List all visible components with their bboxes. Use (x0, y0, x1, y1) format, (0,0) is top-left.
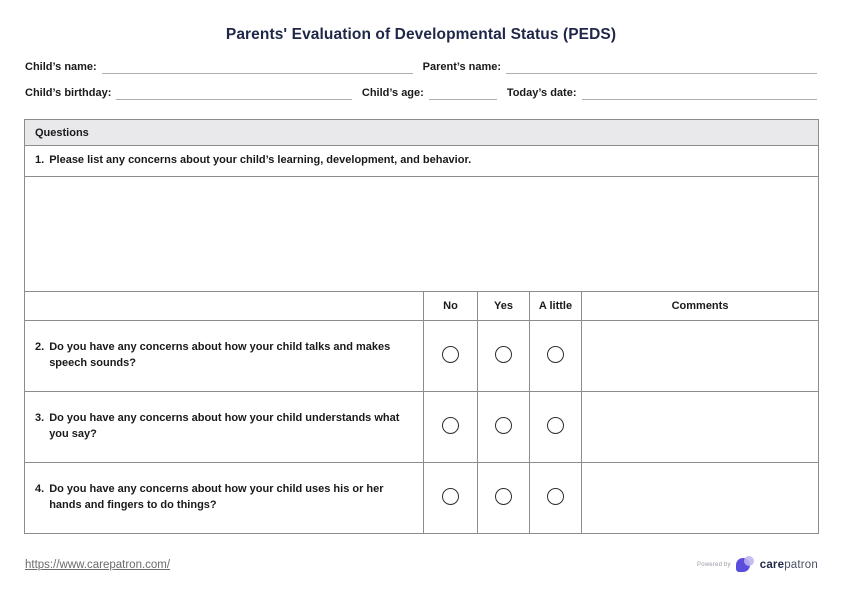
child-age-input-line[interactable] (428, 87, 497, 100)
q3-no-cell (423, 391, 478, 463)
powered-by-label: Powered by (697, 561, 731, 568)
child-name-label: Child’s name: (25, 61, 97, 73)
parent-name-input-line[interactable] (506, 61, 817, 74)
question-3: 3. Do you have any concerns about how you… (24, 391, 424, 463)
q3-a-little-cell (529, 391, 582, 463)
page-title: Parents' Evaluation of Developmental Sta… (225, 26, 617, 43)
q4-comments-cell[interactable] (580, 462, 820, 534)
q3-radio-no[interactable] (442, 417, 459, 434)
empty-header-cell (24, 291, 424, 321)
page-footer: https://www.carepatron.com/ Powered by c… (25, 556, 818, 573)
today-date-input-line[interactable] (581, 87, 817, 100)
column-header-no: No (423, 291, 478, 321)
q2-no-cell (423, 320, 478, 392)
child-birthday-input-line[interactable] (116, 87, 352, 100)
q2-radio-a-little[interactable] (547, 346, 564, 363)
q4-no-cell (423, 462, 478, 534)
question-4: 4. Do you have any concerns about how you… (24, 462, 424, 534)
question-1: 1. Please list any concerns about your ch… (23, 145, 820, 177)
q4-radio-no[interactable] (442, 488, 459, 505)
column-header-yes: Yes (477, 291, 530, 321)
q3-comments-cell[interactable] (580, 391, 820, 463)
patient-fields: Child’s name: Parent’s name: Child’s bir… (25, 61, 817, 100)
parent-name-label: Parent’s name: (422, 61, 502, 73)
carepatron-wordmark: carepatron (759, 558, 818, 571)
q2-comments-cell[interactable] (580, 320, 820, 392)
question-1-text: Please list any concerns about your chil… (49, 154, 472, 167)
carepatron-link[interactable]: https://www.carepatron.com/ (25, 558, 171, 571)
question-4-number: 4. (35, 483, 45, 496)
question-2-number: 2. (35, 341, 45, 354)
field-row-1: Child’s name: Parent’s name: (25, 61, 817, 74)
q4-yes-cell (477, 462, 530, 534)
question-2-text: Do you have any concerns about how your … (49, 341, 391, 369)
question-row-2: 2. Do you have any concerns about how you… (24, 320, 820, 392)
q3-radio-a-little[interactable] (547, 417, 564, 434)
question-row-3: 3. Do you have any concerns about how you… (24, 391, 820, 463)
child-birthday-label: Child’s birthday: (25, 87, 112, 99)
today-date-label: Today’s date: (506, 87, 577, 99)
carepatron-logo-icon (735, 556, 756, 573)
questions-table: Questions 1. Please list any concerns abo… (23, 119, 820, 534)
question-3-text: Do you have any concerns about how your … (49, 412, 400, 440)
q2-a-little-cell (529, 320, 582, 392)
column-header-a-little: A little (529, 291, 582, 321)
q2-radio-yes[interactable] (495, 346, 512, 363)
question-2: 2. Do you have any concerns about how you… (24, 320, 424, 392)
concerns-free-text-area[interactable] (23, 176, 820, 292)
question-4-text: Do you have any concerns about how your … (49, 483, 384, 511)
child-age-label: Child’s age: (361, 87, 424, 99)
carepatron-brand: Powered by carepatron (697, 556, 818, 573)
question-row-4: 4. Do you have any concerns about how you… (24, 462, 820, 534)
question-1-number: 1. (35, 154, 45, 167)
q3-radio-yes[interactable] (495, 417, 512, 434)
column-header-comments: Comments (580, 291, 820, 321)
question-3-number: 3. (35, 412, 45, 425)
q2-radio-no[interactable] (442, 346, 459, 363)
q2-yes-cell (477, 320, 530, 392)
field-row-2: Child’s birthday: Child’s age: Today’s d… (25, 87, 817, 100)
child-name-input-line[interactable] (101, 61, 413, 74)
questions-section-header: Questions (23, 119, 820, 146)
q4-radio-yes[interactable] (495, 488, 512, 505)
q3-yes-cell (477, 391, 530, 463)
q4-radio-a-little[interactable] (547, 488, 564, 505)
q4-a-little-cell (529, 462, 582, 534)
